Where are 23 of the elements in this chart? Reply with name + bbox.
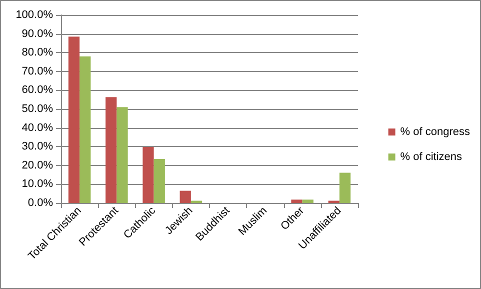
y-tick-label: 100.0% bbox=[16, 9, 54, 21]
legend-label: % of congress bbox=[400, 126, 470, 138]
bar bbox=[291, 200, 302, 203]
y-tick-label: 80.0% bbox=[22, 46, 54, 59]
y-tick-label: 30.0% bbox=[22, 140, 54, 153]
bar bbox=[68, 36, 80, 203]
y-tick-label: 20.0% bbox=[22, 159, 54, 172]
bar bbox=[302, 200, 314, 203]
bar bbox=[80, 56, 91, 203]
y-tick-label: 70.0% bbox=[22, 65, 54, 78]
bar bbox=[106, 97, 117, 203]
y-tick-label: 90.0% bbox=[22, 28, 54, 40]
bar bbox=[154, 159, 165, 203]
bar bbox=[142, 146, 154, 203]
y-tick-label: 60.0% bbox=[22, 84, 54, 96]
y-tick-label: 40.0% bbox=[22, 122, 54, 134]
legend-label: % of citizens bbox=[400, 151, 463, 163]
bar bbox=[116, 107, 128, 203]
y-tick-label: 0.0% bbox=[28, 197, 54, 209]
y-tick-label: 10.0% bbox=[22, 178, 54, 190]
y-tick-label: 50.0% bbox=[22, 103, 54, 115]
bar bbox=[339, 172, 351, 203]
bar bbox=[180, 190, 191, 203]
